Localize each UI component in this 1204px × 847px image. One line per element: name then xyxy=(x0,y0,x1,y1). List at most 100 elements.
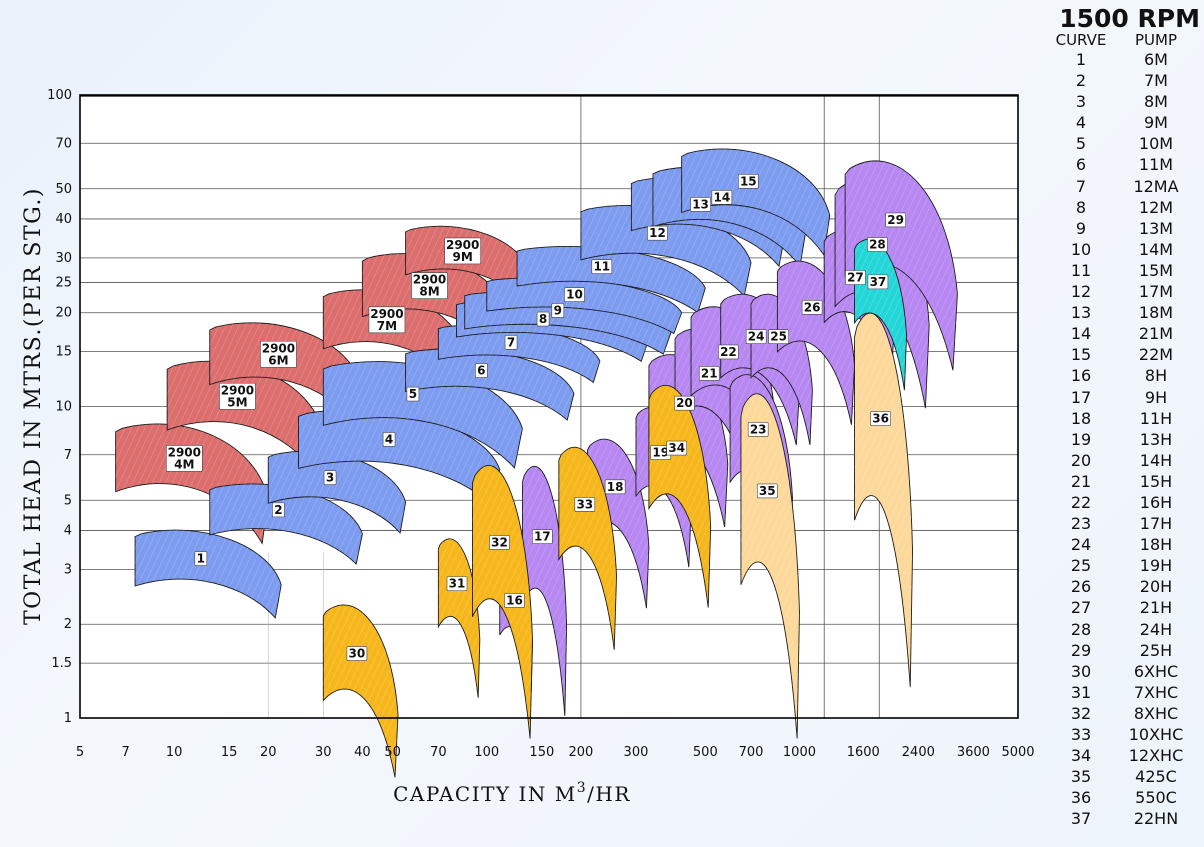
curve-label: 30 xyxy=(349,647,366,661)
legend-row: 13 18M xyxy=(1046,302,1204,323)
curve-region-texture xyxy=(323,361,523,468)
curve-label: 21 xyxy=(701,366,718,380)
legend-pump-model: 8XHC xyxy=(1133,703,1179,723)
legend-pump-model: 12M xyxy=(1138,197,1174,217)
legend-pump-header: PUMP xyxy=(1134,31,1177,49)
curve-region-34 xyxy=(648,384,712,608)
curve-label-bg xyxy=(801,299,823,315)
legend-curve-number: 25 xyxy=(1070,556,1092,576)
curve-region-texture xyxy=(648,385,711,608)
x-tick-label: 10 xyxy=(166,745,183,760)
legend-row: 33 10XHC xyxy=(1046,724,1204,745)
curve-label-bg xyxy=(564,287,585,302)
curve-label-bg xyxy=(346,646,368,661)
curve-label-bg xyxy=(885,212,906,228)
curve-region-texture xyxy=(167,361,324,476)
curve-label: 9M xyxy=(453,250,473,264)
curve-label: 4M xyxy=(174,457,194,471)
curve-label-bg xyxy=(845,270,866,285)
legend-curve-number: 13 xyxy=(1070,303,1092,323)
curve-region-texture xyxy=(298,409,500,506)
y-tick-label: 30 xyxy=(55,251,72,266)
y-tick-label: 100 xyxy=(47,88,72,103)
y-tick-label: 4 xyxy=(64,523,72,538)
curve-label-bg xyxy=(446,576,468,591)
y-tick-label: 70 xyxy=(55,136,72,151)
curve-label: 7M xyxy=(377,319,397,333)
y-tick-label: 40 xyxy=(55,212,72,227)
curve-label-bg xyxy=(674,395,695,411)
legend-curve-number: 4 xyxy=(1075,113,1087,133)
legend-pump-model: 7M xyxy=(1144,71,1168,91)
curve-region-texture xyxy=(740,393,800,739)
legend-curve-number: 17 xyxy=(1070,387,1092,407)
curve-label: 2900 xyxy=(262,341,295,355)
curve-label: 16 xyxy=(506,593,523,607)
legend-pump-model: 14H xyxy=(1139,450,1173,470)
curve-label: 10 xyxy=(566,288,583,302)
curve-region-5 xyxy=(322,361,523,469)
legend-row: 7 12MA xyxy=(1046,176,1204,197)
legend-row: 1 6M xyxy=(1046,49,1204,70)
legend-pump-model: 9M xyxy=(1144,113,1168,133)
legend-curve-number: 32 xyxy=(1070,703,1092,723)
curve-label-bg xyxy=(323,470,337,486)
legend-curve-number: 28 xyxy=(1070,619,1092,639)
curve-label: 19 xyxy=(652,446,669,460)
legend-row: 20 14H xyxy=(1046,450,1204,471)
legend-row: 34 12XHC xyxy=(1046,745,1204,766)
curve-label-bg xyxy=(475,363,488,378)
legend-curve-header: CURVE xyxy=(1055,31,1107,49)
curve-label-bg xyxy=(219,382,256,410)
legend-pump-model: 8M xyxy=(1144,92,1168,112)
curve-label: 2900 xyxy=(168,445,201,459)
curve-region-texture xyxy=(517,246,706,313)
curve-label-bg xyxy=(666,440,687,456)
curve-label: 5M xyxy=(227,395,247,409)
legend-pump-model: 11M xyxy=(1138,155,1174,175)
x-tick-label: 70 xyxy=(430,745,447,760)
legend-row: 30 6XHC xyxy=(1046,661,1204,682)
y-tick-label: 50 xyxy=(55,182,72,197)
curve-label: 20 xyxy=(676,396,693,410)
legend-pump-model: 22M xyxy=(1138,345,1174,365)
legend-curve-number: 35 xyxy=(1070,767,1092,787)
x-tick-label: 5 xyxy=(76,745,84,760)
legend-curve-number: 7 xyxy=(1075,176,1087,196)
curve-region-texture xyxy=(438,324,600,383)
legend-row: 19 13H xyxy=(1046,429,1204,450)
legend-pump-model: 11H xyxy=(1139,408,1173,428)
legend-pump-model: 24H xyxy=(1139,619,1173,639)
x-tick-label: 300 xyxy=(624,745,649,760)
legend-curve-number: 23 xyxy=(1070,514,1092,534)
legend-pump-model: 18H xyxy=(1139,535,1173,555)
curve-label: 22 xyxy=(720,345,737,359)
curve-label: 23 xyxy=(750,422,767,436)
legend-pump-model: 13M xyxy=(1138,218,1174,238)
curve-label: 6M xyxy=(268,353,288,367)
x-tick-label: 40 xyxy=(354,745,371,760)
curve-region-texture xyxy=(486,277,682,334)
legend-row: 22 16H xyxy=(1046,492,1204,513)
curve-region-texture xyxy=(580,205,752,297)
curve-region-15 xyxy=(681,148,831,257)
curve-label: 29 xyxy=(887,213,904,227)
rpm-title: 1500 RPM xyxy=(1059,4,1200,33)
curve-label-bg xyxy=(272,502,285,518)
legend-curve-number: 14 xyxy=(1070,324,1092,344)
curve-region-texture xyxy=(845,160,958,371)
curve-label: 28 xyxy=(869,238,886,252)
curve-region-2 xyxy=(209,483,363,565)
legend-pump-model: 19H xyxy=(1139,556,1173,576)
curve-region-32 xyxy=(472,464,533,739)
legend-row: 29 25H xyxy=(1046,640,1204,661)
legend-pump-model: 8H xyxy=(1144,366,1168,386)
curve-label: 31 xyxy=(449,577,466,591)
legend-pump-model: 6M xyxy=(1144,50,1168,69)
legend-curve-number: 18 xyxy=(1070,408,1092,428)
curve-label: 12 xyxy=(649,226,666,240)
y-axis-title: TOTAL HEAD IN MTRS.(PER STG.) xyxy=(21,187,46,625)
curve-label-bg xyxy=(411,272,448,299)
legend-curve-number: 24 xyxy=(1070,535,1092,555)
